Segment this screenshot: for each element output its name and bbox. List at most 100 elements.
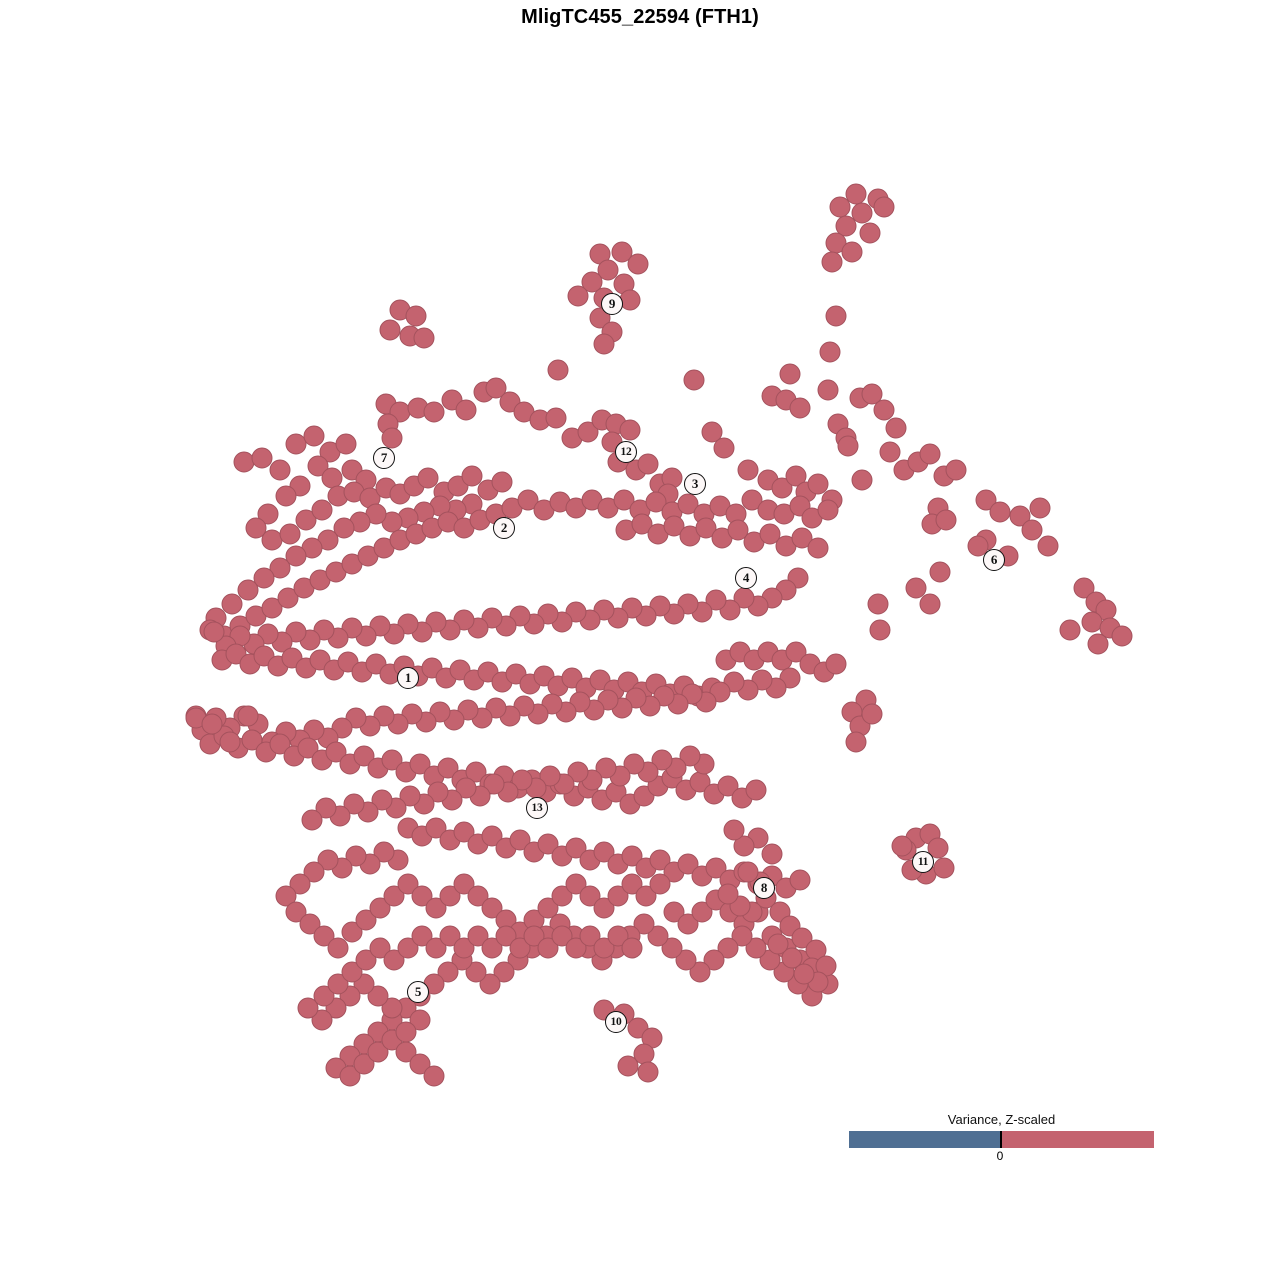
scatter-point [975,489,997,511]
scatter-point [439,885,461,907]
scatter-point [597,259,619,281]
scatter-point [663,901,685,923]
scatter-point [467,885,489,907]
scatter-point [481,937,503,959]
scatter-point [269,557,291,579]
cluster-label-12[interactable]: 12 [615,441,637,463]
scatter-point [677,853,699,875]
scatter-point [675,949,697,971]
scatter-point [369,937,391,959]
scatter-point [367,1041,389,1063]
scatter-point [297,997,319,1019]
scatter-point [767,933,789,955]
scatter-point [353,1053,375,1075]
scatter-point [269,459,291,481]
scatter-point [891,835,913,857]
scatter-point [537,833,559,855]
scatter-point [509,829,531,851]
scatter-point [509,937,531,959]
scatter-point [789,869,811,891]
scatter-point [821,251,843,273]
scatter-point [345,845,367,867]
scatter-point [537,937,559,959]
scatter-point [355,949,377,971]
scatter-point [299,913,321,935]
scatter-point [1059,619,1081,641]
scatter-point [379,319,401,341]
cluster-label-4[interactable]: 4 [735,567,757,589]
scatter-point [245,517,267,539]
scatter-point [301,809,323,831]
scatter-point [203,621,225,643]
scatter-point [397,937,419,959]
cluster-label-3[interactable]: 3 [684,473,706,495]
scatter-point [381,749,403,771]
scatter-point [409,1053,431,1075]
scatter-point [261,529,283,551]
scatter-point [399,785,421,807]
scatter-point [237,705,259,727]
scatter-point [297,737,319,759]
cluster-label-1[interactable]: 1 [397,667,419,689]
scatter-point [819,341,841,363]
scatter-point [411,925,433,947]
scatter-point [695,517,717,539]
scatter-point [317,849,339,871]
scatter-point [703,949,725,971]
scatter-point [1021,519,1043,541]
scatter-point [621,873,643,895]
scatter-point [945,459,967,481]
scatter-point [453,873,475,895]
scatter-point [627,253,649,275]
scatter-point [479,973,501,995]
scatter-point [1111,625,1133,647]
scatter-point [817,499,839,521]
scatter-point [593,937,615,959]
scatter-point [373,841,395,863]
scatter-point [481,825,503,847]
cluster-label-13[interactable]: 13 [526,797,548,819]
scatter-point [613,489,635,511]
scatter-point [481,897,503,919]
scatter-point [579,885,601,907]
scatter-point [759,523,781,545]
scatter-point [593,333,615,355]
scatter-point [717,883,739,905]
cluster-label-11[interactable]: 11 [912,851,934,873]
scatter-point [437,961,459,983]
scatter-point [631,513,653,535]
scatter-point [723,819,745,841]
scatter-point [581,271,603,293]
scatter-point [1081,611,1103,633]
scatter-point [327,973,349,995]
cluster-label-8[interactable]: 8 [753,877,775,899]
scatter-point [1009,505,1031,527]
scatter-point [219,731,241,753]
scatter-point [425,937,447,959]
scatter-point [381,997,403,1019]
scatter-point [825,305,847,327]
scatter-point [545,407,567,429]
cluster-label-9[interactable]: 9 [601,293,623,315]
scatter-point [873,399,895,421]
scatter-point [867,593,889,615]
scatter-point [879,441,901,463]
scatter-point [689,961,711,983]
scatter-point [621,937,643,959]
scatter-point [455,777,477,799]
cluster-label-7[interactable]: 7 [373,447,395,469]
scatter-point [321,467,343,489]
scatter-point [845,183,867,205]
cluster-label-6[interactable]: 6 [983,549,1005,571]
cluster-label-10[interactable]: 10 [605,1011,627,1033]
scatter-point [405,305,427,327]
scatter-point [837,435,859,457]
scatter-point [851,202,873,224]
scatter-point [741,489,763,511]
cluster-label-5[interactable]: 5 [407,981,429,1003]
scatter-point [275,885,297,907]
scatter-point [1037,535,1059,557]
scatter-point [927,837,949,859]
cluster-label-2[interactable]: 2 [493,517,515,539]
scatter-point [517,489,539,511]
